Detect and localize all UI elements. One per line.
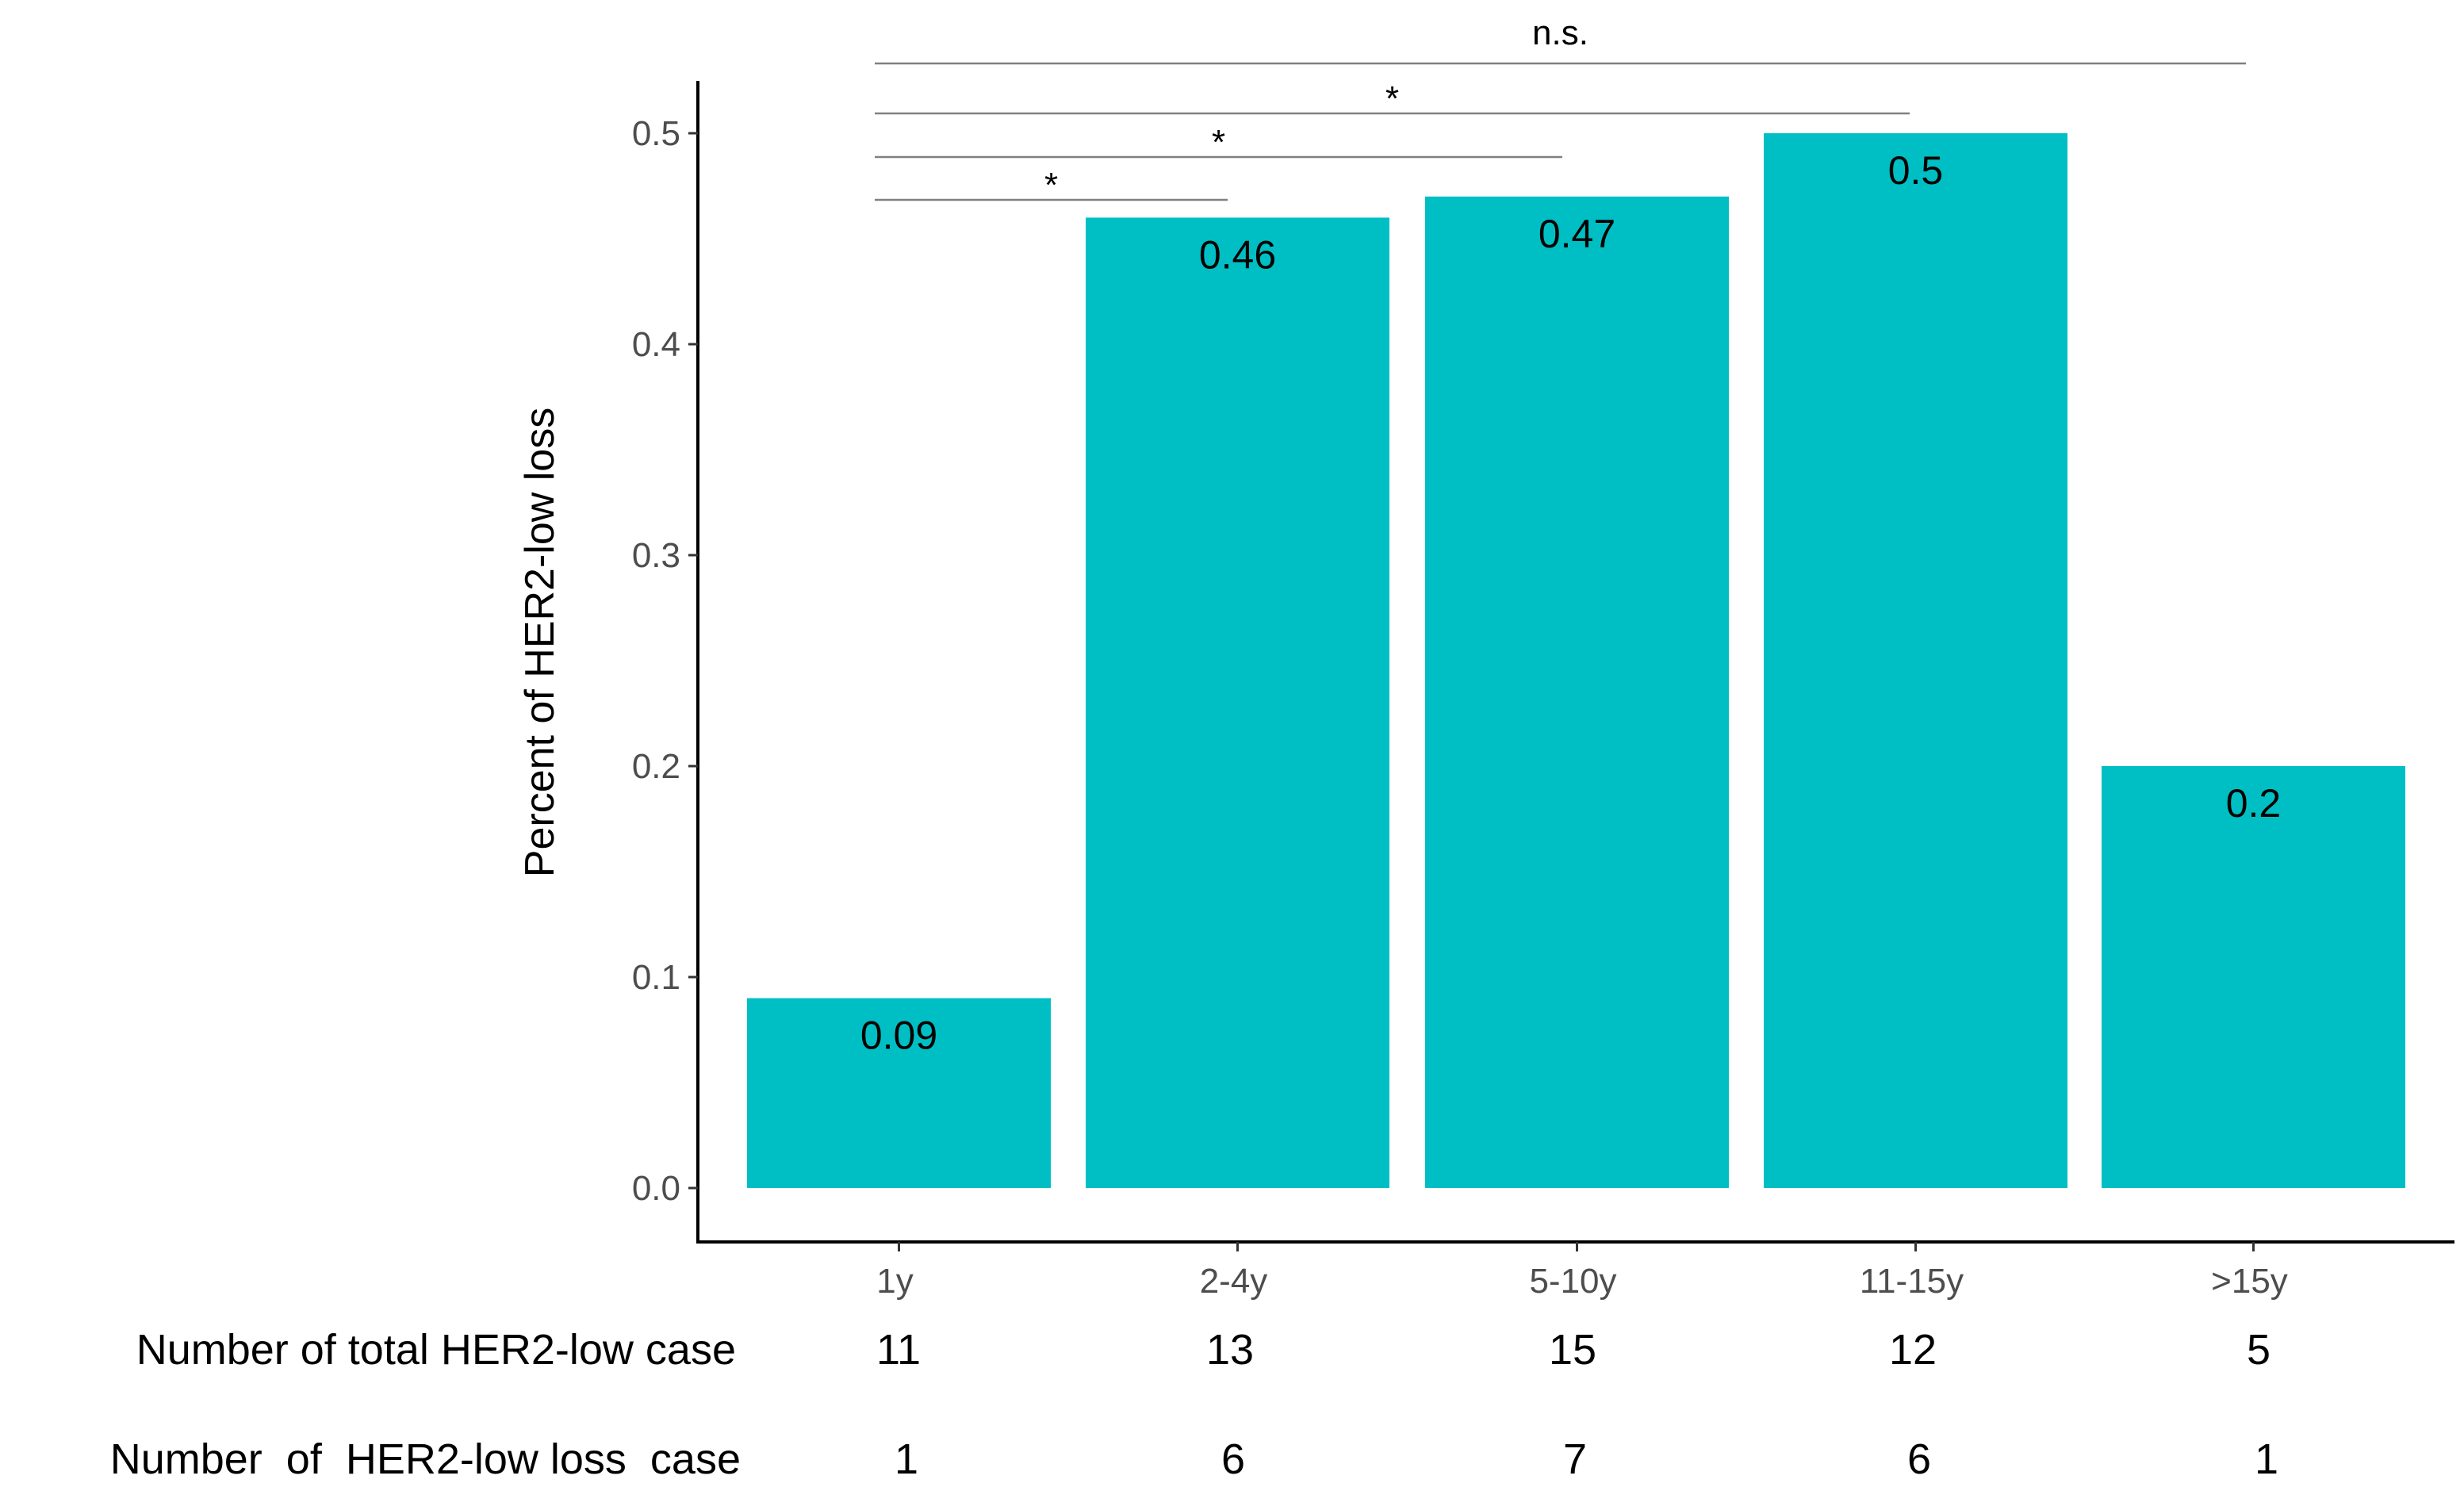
table-cell-r1-c3: 15 [1549,1326,1596,1374]
bar-2 [1086,217,1389,1188]
y-axis-title: Percent of HER2-low loss [517,408,563,877]
table-cell-r1-c4: 12 [1889,1326,1937,1374]
x-tick-label-4: 11-15y [1860,1262,1964,1301]
bar-value-label-5: 0.2 [2226,781,2282,826]
case-count-table: Number of total HER2-low case 11 13 15 12 5Nu… [110,1326,2278,1483]
table-cell-r1-c2: 13 [1206,1326,1254,1374]
y-axis-ticks: 0.0 0.1 0.2 0.3 0.4 0.5 [632,114,698,1208]
bar-value-label-2: 0.46 [1199,232,1276,277]
y-tick-label-2: 0.1 [632,958,680,997]
y-tick-label-1: 0.0 [632,1169,680,1208]
significance-brackets: * * * n.s. [875,13,2246,205]
table-cell-r2-c3: 7 [1563,1435,1587,1483]
bar-value-label-3: 0.47 [1539,212,1615,256]
significance-label-2: * [1212,123,1225,162]
significance-label-3: * [1385,79,1399,118]
x-tick-label-1: 1y [876,1262,913,1301]
x-axis-ticks: 1y 2-4y 5-10y 11-15y >15y [876,1242,2288,1301]
axes [696,81,2454,1244]
table-cell-r1-c1: 11 [876,1326,921,1374]
table-row-label-2: Number of HER2-low loss case [110,1435,741,1483]
y-tick-label-5: 0.4 [632,325,680,364]
bars [747,133,2405,1188]
bar-3 [1425,196,1729,1188]
bar-5 [2102,766,2405,1188]
y-tick-label-4: 0.3 [632,536,680,575]
table-cell-r2-c2: 6 [1221,1435,1245,1483]
x-tick-label-3: 5-10y [1529,1262,1616,1301]
table-cell-r1-c5: 5 [2247,1326,2270,1374]
x-tick-label-2: 2-4y [1200,1262,1268,1301]
bar-4 [1764,133,2067,1188]
significance-label-4: n.s. [1532,13,1588,52]
bar-1 [747,998,1051,1188]
table-cell-r2-c4: 6 [1907,1435,1931,1483]
table-cell-r2-c1: 1 [895,1435,918,1483]
y-tick-label-3: 0.2 [632,747,680,786]
table-row-label-1: Number of total HER2-low case [136,1326,736,1374]
table-cell-r2-c5: 1 [2255,1435,2278,1483]
y-tick-label-6: 0.5 [632,114,680,153]
significance-label-1: * [1044,166,1058,205]
bar-value-label-1: 0.09 [860,1014,937,1058]
bar-value-labels: 0.09 0.46 0.47 0.5 0.2 [860,148,2281,1058]
bar-value-label-4: 0.5 [1888,148,1944,193]
x-tick-label-5: >15y [2211,1262,2288,1301]
